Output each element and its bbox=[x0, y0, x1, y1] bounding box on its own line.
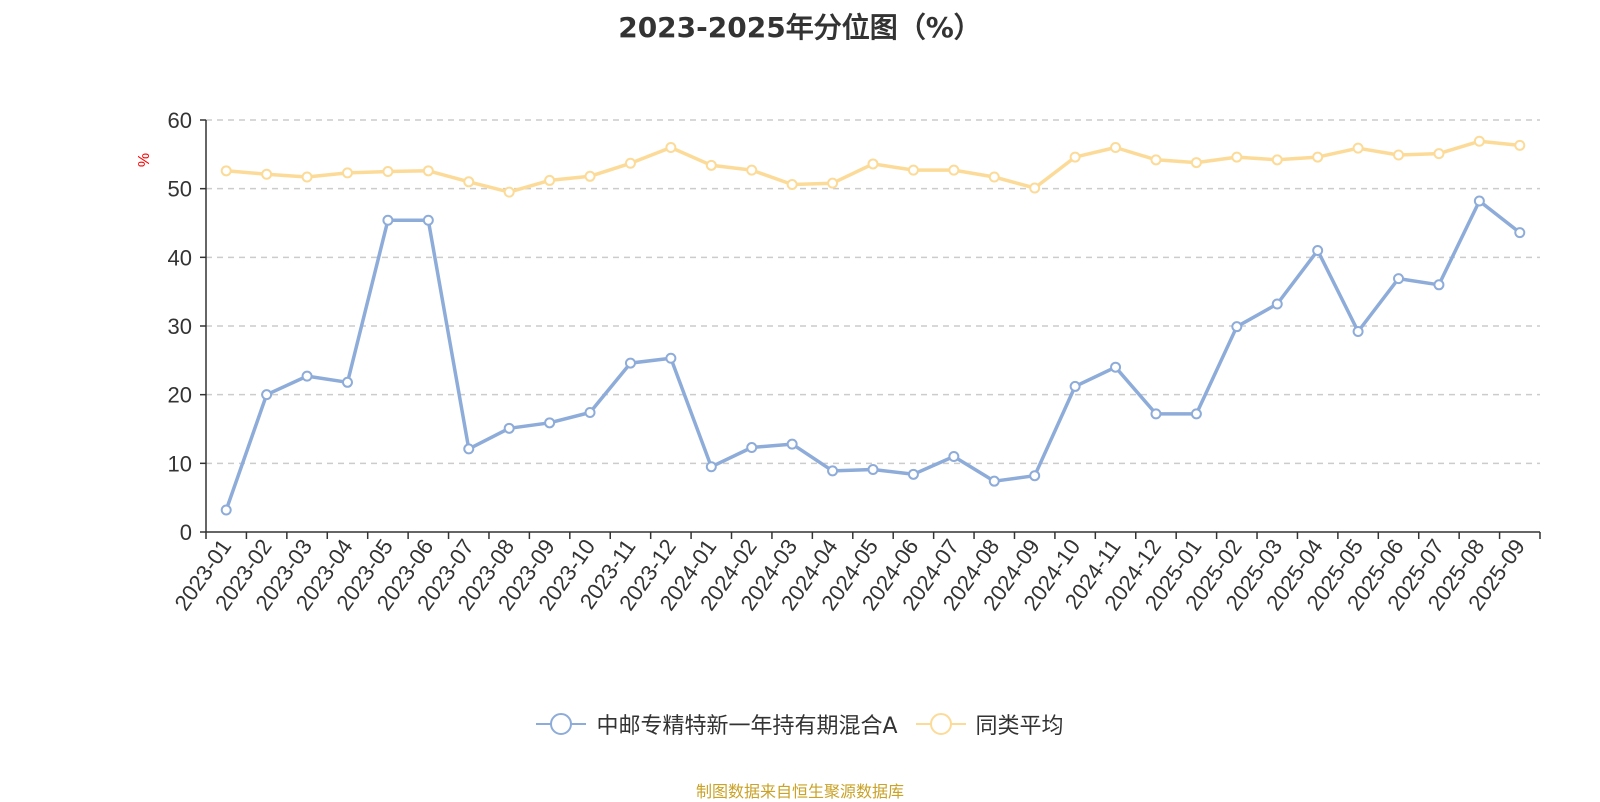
data-point-fund[interactable] bbox=[301, 370, 313, 382]
data-point-average[interactable] bbox=[827, 177, 839, 189]
data-point-average[interactable] bbox=[1231, 151, 1243, 163]
data-point-average[interactable] bbox=[301, 171, 313, 183]
chart-title: 2023-2025年分位图（%） bbox=[618, 11, 982, 44]
data-point-fund[interactable] bbox=[341, 376, 353, 388]
data-point-fund[interactable] bbox=[867, 464, 879, 476]
data-point-average[interactable] bbox=[584, 170, 596, 182]
data-point-fund[interactable] bbox=[1473, 195, 1485, 207]
data-point-average[interactable] bbox=[1190, 157, 1202, 169]
data-point-fund[interactable] bbox=[1393, 273, 1405, 285]
data-point-fund[interactable] bbox=[1190, 408, 1202, 420]
data-point-fund[interactable] bbox=[988, 475, 1000, 487]
data-point-fund[interactable] bbox=[220, 504, 232, 516]
data-point-fund[interactable] bbox=[1069, 380, 1081, 392]
y-tick-label: 20 bbox=[168, 383, 192, 408]
y-tick-label: 10 bbox=[168, 451, 192, 476]
data-point-average[interactable] bbox=[1473, 135, 1485, 147]
data-point-average[interactable] bbox=[1069, 151, 1081, 163]
data-point-average[interactable] bbox=[422, 165, 434, 177]
data-point-average[interactable] bbox=[1312, 151, 1324, 163]
data-point-average[interactable] bbox=[503, 186, 515, 198]
data-point-fund[interactable] bbox=[1231, 321, 1243, 333]
data-point-fund[interactable] bbox=[1150, 408, 1162, 420]
data-point-average[interactable] bbox=[705, 159, 717, 171]
data-point-average[interactable] bbox=[867, 158, 879, 170]
data-point-average[interactable] bbox=[948, 164, 960, 176]
series bbox=[220, 135, 1526, 516]
data-point-average[interactable] bbox=[1352, 142, 1364, 154]
data-point-average[interactable] bbox=[786, 179, 798, 191]
y-axis-label: % bbox=[136, 153, 153, 167]
data-point-average[interactable] bbox=[988, 171, 1000, 183]
data-point-fund[interactable] bbox=[907, 468, 919, 480]
data-point-average[interactable] bbox=[220, 165, 232, 177]
data-point-average[interactable] bbox=[382, 166, 394, 177]
data-source-note: 制图数据来自恒生聚源数据库 bbox=[695, 782, 904, 801]
y-tick-label: 40 bbox=[168, 245, 192, 270]
data-point-fund[interactable] bbox=[1271, 298, 1283, 310]
data-point-average[interactable] bbox=[624, 157, 636, 169]
data-point-fund[interactable] bbox=[544, 417, 556, 429]
data-point-average[interactable] bbox=[1150, 154, 1162, 166]
y-tick-label: 0 bbox=[180, 520, 192, 545]
data-point-fund[interactable] bbox=[463, 443, 475, 455]
data-point-fund[interactable] bbox=[1433, 279, 1445, 291]
legend-label-average: 同类平均 bbox=[975, 714, 1064, 739]
legend-fund-marker-icon bbox=[536, 713, 587, 735]
data-point-fund[interactable] bbox=[948, 450, 960, 462]
axes: 01020304050602023-012023-022023-032023-0… bbox=[168, 108, 1541, 615]
legend-item-average[interactable]: 同类平均 bbox=[915, 708, 1064, 740]
data-point-fund[interactable] bbox=[422, 214, 434, 226]
legend: 中邮专精特新一年持有期混合A 同类平均 bbox=[0, 708, 1600, 740]
data-point-fund[interactable] bbox=[261, 389, 273, 401]
data-point-average[interactable] bbox=[1110, 141, 1122, 153]
data-point-fund[interactable] bbox=[1029, 470, 1041, 482]
data-point-fund[interactable] bbox=[746, 442, 758, 454]
data-point-average[interactable] bbox=[341, 167, 353, 179]
data-point-average[interactable] bbox=[1029, 182, 1041, 194]
line-chart: 01020304050602023-012023-022023-032023-0… bbox=[136, 108, 1541, 615]
data-point-fund[interactable] bbox=[382, 214, 394, 226]
data-point-average[interactable] bbox=[1393, 149, 1405, 161]
legend-label-fund: 中邮专精特新一年持有期混合A bbox=[596, 714, 898, 739]
grid-lines bbox=[206, 119, 1540, 465]
data-point-average[interactable] bbox=[665, 141, 677, 153]
data-point-average[interactable] bbox=[746, 164, 758, 176]
data-point-average[interactable] bbox=[261, 168, 273, 180]
y-tick-label: 60 bbox=[168, 108, 192, 133]
data-point-average[interactable] bbox=[1514, 139, 1526, 151]
data-point-fund[interactable] bbox=[624, 357, 636, 369]
data-point-average[interactable] bbox=[1271, 154, 1283, 166]
data-point-average[interactable] bbox=[907, 164, 919, 176]
data-point-fund[interactable] bbox=[503, 422, 515, 434]
data-point-fund[interactable] bbox=[1352, 325, 1364, 337]
legend-item-fund[interactable]: 中邮专精特新一年持有期混合A bbox=[536, 708, 898, 740]
data-point-average[interactable] bbox=[544, 174, 556, 186]
legend-average-marker-icon bbox=[915, 713, 966, 735]
y-tick-label: 30 bbox=[168, 314, 192, 339]
data-point-fund[interactable] bbox=[1110, 361, 1122, 373]
data-point-average[interactable] bbox=[1433, 148, 1445, 160]
data-point-fund[interactable] bbox=[584, 407, 596, 419]
y-tick-label: 50 bbox=[168, 177, 192, 202]
data-point-fund[interactable] bbox=[665, 352, 677, 364]
data-point-average[interactable] bbox=[463, 176, 475, 188]
data-point-fund[interactable] bbox=[705, 461, 717, 473]
data-point-fund[interactable] bbox=[1514, 227, 1526, 239]
data-point-fund[interactable] bbox=[1312, 244, 1324, 256]
data-point-fund[interactable] bbox=[827, 465, 839, 477]
data-point-fund[interactable] bbox=[786, 438, 798, 450]
